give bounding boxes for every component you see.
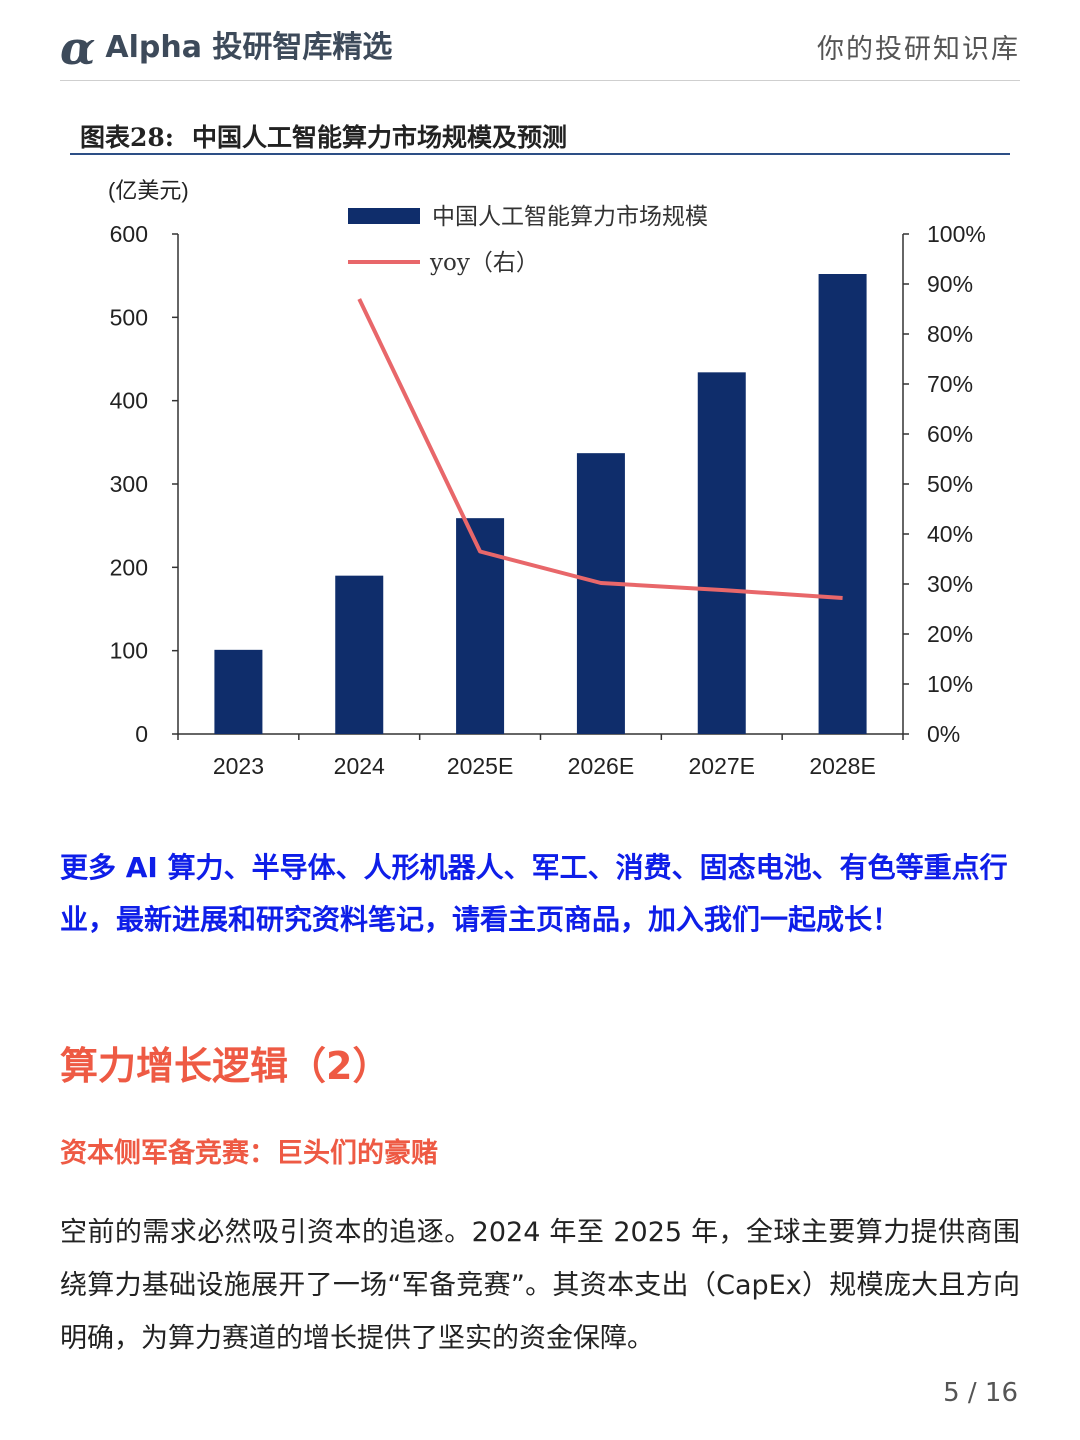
right-tick-label: 80% — [927, 321, 973, 347]
x-tick-label: 2023 — [213, 753, 264, 779]
left-tick-label: 400 — [110, 388, 148, 414]
promo-text: 更多 AI 算力、半导体、人形机器人、军工、消费、固态电池、有色等重点行业，最新… — [60, 851, 1008, 936]
right-tick-label: 40% — [927, 521, 973, 547]
bar-2026E — [576, 453, 625, 734]
bar-2028E — [818, 274, 867, 734]
x-tick-label: 2025E — [447, 753, 514, 779]
chart-title: 图表28: 中国人工智能算力市场规模及预测 — [80, 118, 567, 154]
x-tick-label: 2028E — [809, 753, 876, 779]
right-tick-label: 0% — [927, 721, 960, 747]
header-tagline: 你的投研知识库 — [817, 34, 1020, 65]
right-tick-label: 10% — [927, 671, 973, 697]
left-tick-label: 300 — [110, 471, 148, 497]
legend-line-label: yoy（右） — [429, 250, 539, 276]
brand: α Alpha 投研智库精选 — [60, 20, 392, 76]
brand-name: Alpha 投研智库精选 — [105, 30, 393, 65]
left-tick-label: 0 — [135, 721, 148, 747]
chart-title-text: 中国人工智能算力市场规模及预测 — [192, 123, 568, 152]
right-tick-label: 50% — [927, 471, 973, 497]
page-header: α Alpha 投研智库精选 你的投研知识库 — [60, 20, 1020, 80]
left-tick-label: 200 — [110, 554, 148, 580]
right-tick-label: 30% — [927, 571, 973, 597]
left-tick-label: 100 — [110, 638, 148, 664]
bar-2027E — [697, 372, 746, 734]
left-tick-label: 600 — [110, 221, 148, 247]
legend-bar-label: 中国人工智能算力市场规模 — [432, 204, 708, 230]
section-title: 算力增长逻辑（2） — [60, 1044, 391, 1088]
header-divider — [60, 80, 1020, 81]
left-tick-label: 500 — [110, 304, 148, 330]
right-tick-label: 90% — [927, 271, 973, 297]
x-tick-label: 2027E — [688, 753, 755, 779]
right-tick-label: 20% — [927, 621, 973, 647]
x-tick-label: 2026E — [568, 753, 635, 779]
section-subtitle: 资本侧军备竞赛：巨头们的豪赌 — [60, 1138, 438, 1169]
right-tick-label: 100% — [927, 221, 986, 247]
chart-title-prefix: 图表28: — [80, 123, 175, 152]
bar-2024 — [335, 575, 384, 734]
market-size-chart: 0 100 200 300 400 500 600 (亿美元) 0% 10% 20% 30% 40% 50… — [108, 178, 986, 779]
alpha-logo-icon: α — [60, 21, 96, 75]
legend-bar-swatch — [348, 208, 420, 224]
page-number: 5 / 16 — [943, 1378, 1018, 1408]
left-axis-unit: (亿美元) — [108, 178, 189, 203]
x-tick-label: 2024 — [334, 753, 385, 779]
chart-title-divider — [70, 153, 1010, 155]
right-tick-label: 70% — [927, 371, 973, 397]
body-paragraph: 空前的需求必然吸引资本的追逐。2024 年至 2025 年，全球主要算力提供商围… — [60, 1217, 1020, 1354]
bar-2023 — [214, 649, 263, 734]
right-tick-label: 60% — [927, 421, 973, 447]
